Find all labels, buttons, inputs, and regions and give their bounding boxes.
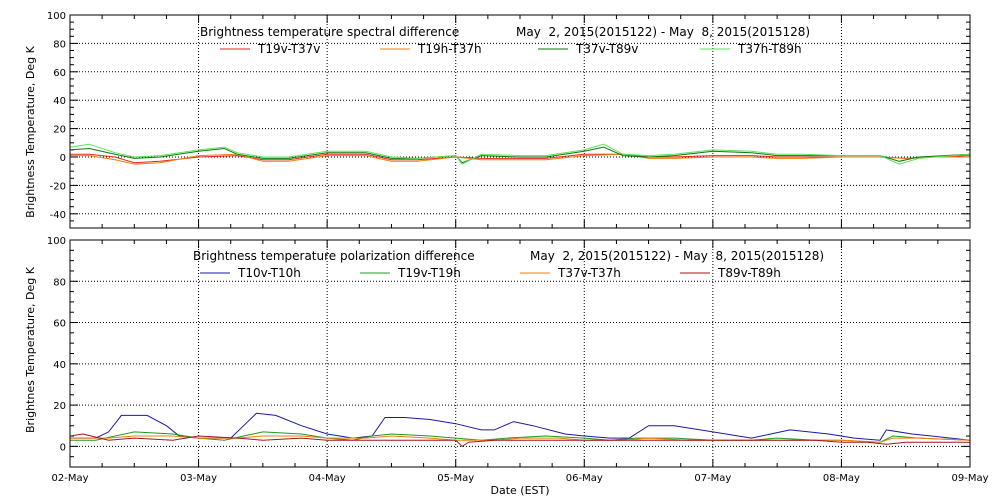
x-tick-label: 09-May bbox=[951, 473, 988, 484]
spectral-legend-label: T19h-T37h bbox=[417, 42, 482, 56]
polarization-legend-label: T89v-T89h bbox=[717, 266, 781, 280]
polarization-legend-label: T19v-T19h bbox=[397, 266, 461, 280]
spectral-series-line-t19h-t37h bbox=[70, 153, 970, 165]
polarization-y-tick-label: 100 bbox=[47, 236, 66, 247]
x-axis-title: Date (EST) bbox=[490, 484, 549, 497]
polarization-panel-title: Brightness temperature polarization diff… bbox=[193, 249, 475, 263]
spectral-y-tick-label: 40 bbox=[53, 96, 66, 107]
polarization-y-tick-label: 20 bbox=[53, 401, 66, 412]
spectral-y-tick-label: 80 bbox=[53, 39, 66, 50]
x-tick-label: 02-May bbox=[51, 473, 88, 484]
spectral-difference-panel: Brightness temperature spectral differen… bbox=[24, 11, 971, 229]
polarization-difference-panel: Brightness temperature polarization diff… bbox=[24, 236, 989, 497]
x-tick-label: 05-May bbox=[437, 473, 474, 484]
spectral-y-tick-label: 20 bbox=[53, 125, 66, 136]
spectral-legend-label: T37h-T89h bbox=[737, 42, 802, 56]
x-tick-label: 03-May bbox=[180, 473, 217, 484]
polarization-y-tick-label: 40 bbox=[53, 360, 66, 371]
polarization-legend-label: T10v-T10h bbox=[237, 266, 301, 280]
polarization-y-tick-label: 80 bbox=[53, 277, 66, 288]
spectral-series-line-t37v-t89v bbox=[69, 146, 971, 164]
spectral-series-line-t19v-t37v bbox=[70, 153, 971, 164]
spectral-plot-frame bbox=[69, 14, 971, 229]
polarization-series-line-t37v-t37h bbox=[70, 435, 971, 443]
x-tick-label: 07-May bbox=[694, 473, 731, 484]
spectral-panel-date-range: May 2, 2015(2015122) - May 8, 2015(20151… bbox=[516, 25, 810, 39]
spectral-y-tick-label: 100 bbox=[47, 11, 66, 22]
spectral-legend-label: T37v-T89v bbox=[575, 42, 638, 56]
polarization-y-axis-title: Brightnes Temperature, Deg K bbox=[24, 266, 37, 433]
spectral-y-tick-label: 60 bbox=[53, 68, 66, 79]
polarization-plot-frame bbox=[69, 239, 971, 468]
spectral-y-tick-label: -40 bbox=[50, 210, 66, 221]
spectral-legend-label: T19v-T37v bbox=[257, 42, 320, 56]
polarization-panel-date-range: May 2, 2015(2015122) - May 8, 2015(20151… bbox=[530, 249, 824, 263]
x-tick-label: 08-May bbox=[823, 473, 860, 484]
x-tick-label: 04-May bbox=[309, 473, 346, 484]
polarization-y-tick-label: 60 bbox=[53, 319, 66, 330]
spectral-y-axis-title: Brightness Temperature, Deg K bbox=[24, 45, 37, 217]
spectral-series-line-t37h-t89h bbox=[69, 143, 971, 165]
polarization-series-line-t89v-t89h bbox=[69, 433, 970, 448]
spectral-y-tick-label: -20 bbox=[50, 181, 66, 192]
spectral-panel-title: Brightness temperature spectral differen… bbox=[200, 25, 459, 39]
x-tick-label: 06-May bbox=[566, 473, 603, 484]
polarization-legend-label: T37v-T37h bbox=[557, 266, 621, 280]
spectral-y-tick-label: 0 bbox=[60, 153, 66, 164]
polarization-y-tick-label: 0 bbox=[60, 442, 66, 453]
